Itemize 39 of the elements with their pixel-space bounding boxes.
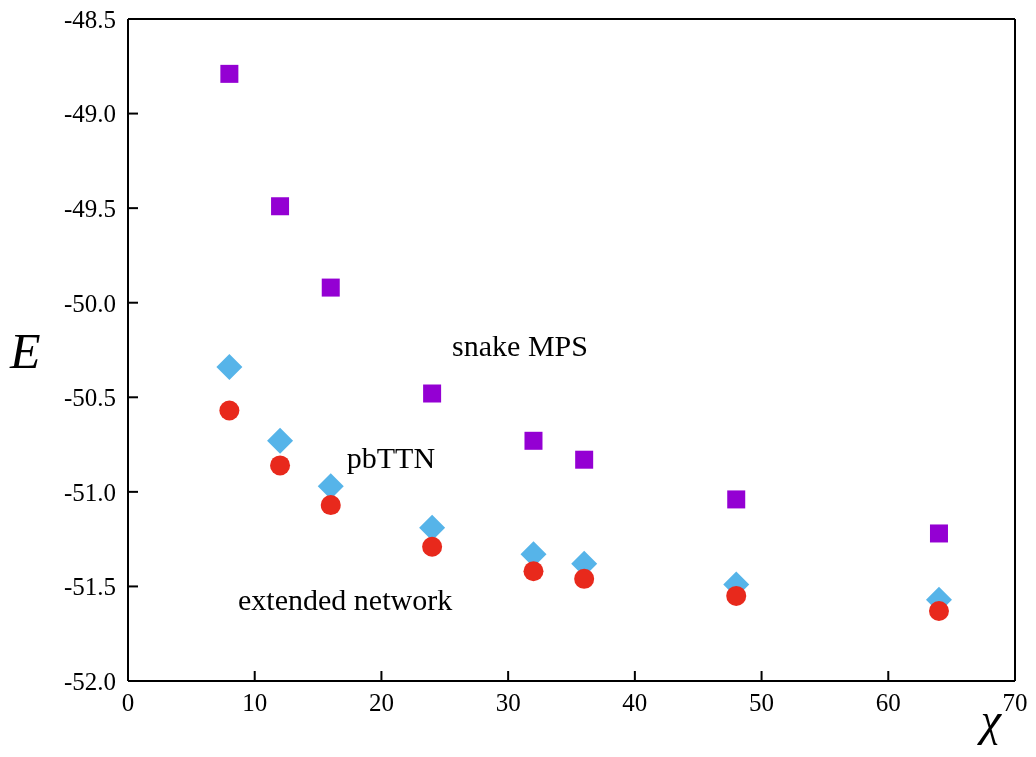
x-tick-label: 0: [121, 688, 135, 716]
y-tick-label: -50.0: [63, 289, 116, 317]
y-tick-label: -52.0: [63, 667, 116, 695]
x-tick-label: 30: [495, 688, 521, 716]
point: [929, 524, 948, 543]
y-tick-label: -48.5: [63, 5, 116, 33]
point: [928, 601, 949, 622]
x-tick-label: 70: [1002, 688, 1028, 716]
x-axis-title: χ: [976, 694, 1003, 745]
series-label: pbTTN: [346, 441, 436, 475]
point: [216, 354, 243, 381]
y-tick-label: -49.0: [63, 100, 116, 128]
point: [726, 585, 747, 606]
y-tick-label: -50.5: [63, 384, 116, 412]
point: [574, 568, 595, 589]
point: [423, 384, 442, 403]
y-tick-label: -51.0: [63, 478, 116, 506]
point: [523, 561, 544, 582]
x-tick-label: 10: [242, 688, 268, 716]
point: [320, 495, 341, 516]
point: [524, 431, 543, 450]
x-tick-label: 20: [368, 688, 394, 716]
series-label: extended network: [238, 583, 453, 617]
point: [727, 490, 746, 509]
point: [271, 197, 290, 216]
point: [575, 450, 594, 469]
point: [270, 455, 291, 476]
x-tick-label: 60: [875, 688, 901, 716]
point: [220, 64, 239, 83]
y-tick-label: -49.5: [63, 195, 116, 223]
series-label: snake MPS: [452, 328, 588, 362]
y-tick-label: -51.5: [63, 573, 116, 601]
point: [267, 427, 294, 454]
x-tick-label: 40: [622, 688, 648, 716]
y-axis-title: E: [9, 322, 41, 379]
point: [422, 536, 443, 557]
point: [321, 278, 340, 297]
point: [219, 400, 240, 421]
x-tick-label: 50: [749, 688, 775, 716]
